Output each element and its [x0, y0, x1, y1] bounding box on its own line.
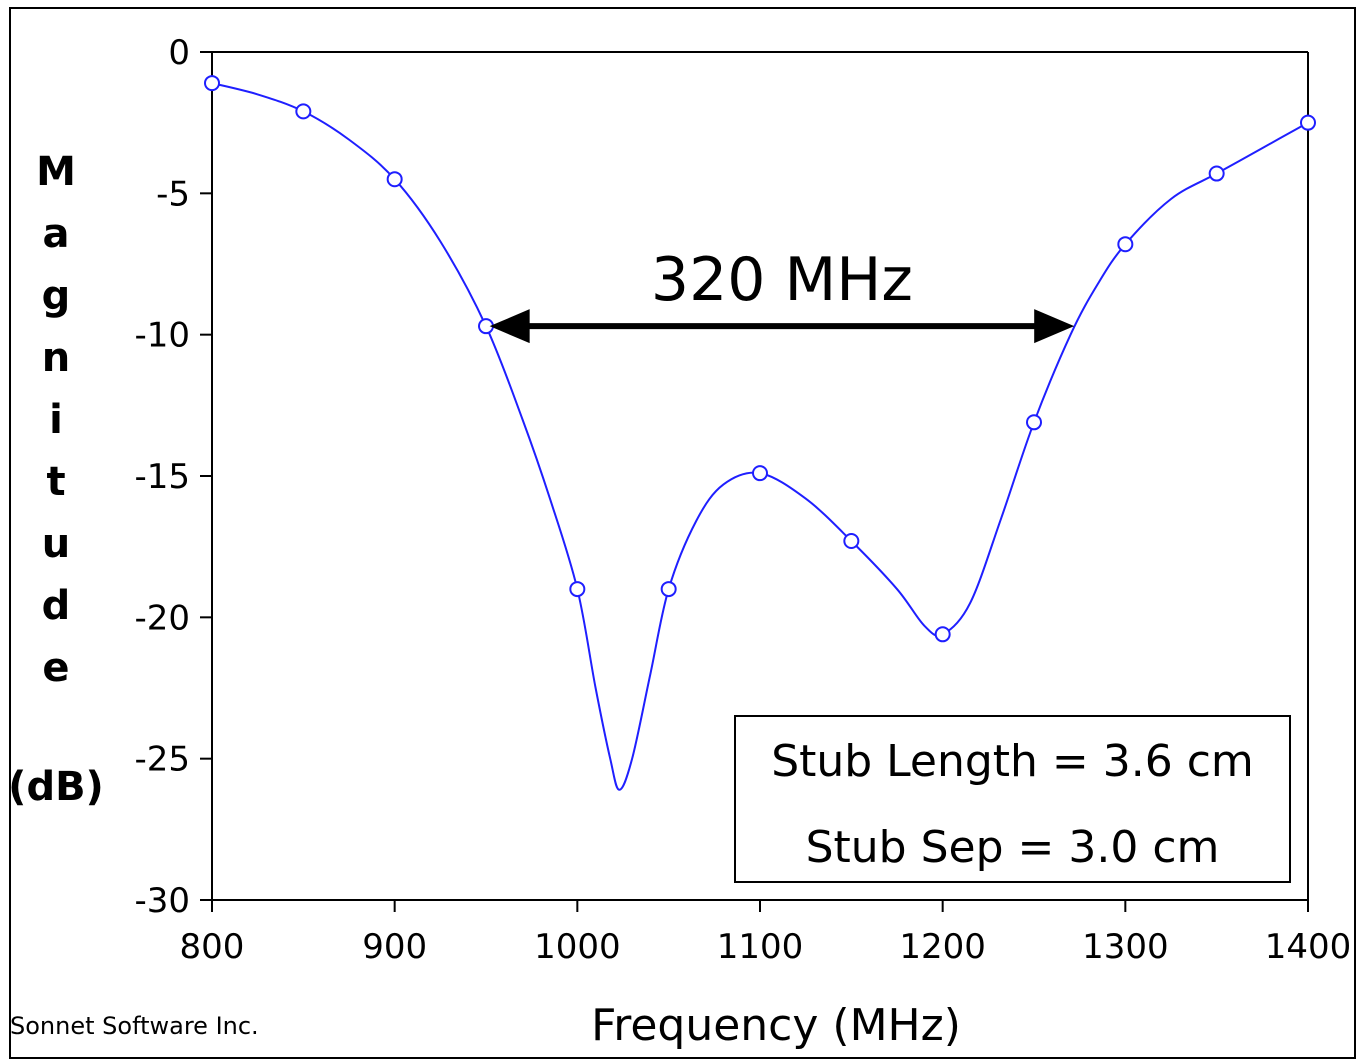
arrow-head-right: [1034, 309, 1075, 344]
y-label-letter: M: [36, 149, 76, 195]
data-point-marker: [1117, 236, 1134, 253]
data-point-marker: [752, 465, 768, 482]
bandwidth-label: 320 MHz: [651, 245, 913, 315]
legend-line-stub-sep: Stub Sep = 3.0 cm: [806, 822, 1220, 873]
legend-box: Stub Length = 3.6 cm Stub Sep = 3.0 cm: [734, 715, 1291, 883]
x-tick-label: 1100: [717, 927, 804, 967]
x-tick-label: 900: [362, 927, 427, 967]
x-ticks: 800 900 1000 1100 1200 1300 1400: [180, 900, 1352, 967]
data-point-marker: [386, 171, 403, 188]
y-label-letter: n: [42, 335, 70, 381]
data-point-marker: [569, 581, 586, 598]
figure-frame: [9, 7, 1356, 1059]
series-line: [211, 82, 1309, 791]
arrow-head-left: [489, 309, 530, 344]
x-tick-label: 1300: [1082, 927, 1169, 967]
y-tick-label: -10: [134, 316, 190, 356]
x-tick-label: 800: [180, 927, 245, 967]
y-label-letter: t: [46, 459, 65, 505]
y-label-letter: d: [42, 583, 71, 629]
x-tick-label: 1400: [1265, 927, 1352, 967]
data-point-marker: [934, 626, 951, 643]
y-label-letter: e: [42, 645, 69, 691]
annotation: 320 MHz: [489, 245, 1075, 344]
y-ticks: 0 -5 -10 -15 -20 -25 -30: [134, 33, 212, 921]
y-tick-label: -5: [156, 174, 190, 214]
series: [204, 75, 1316, 791]
legend-line-stub-length: Stub Length = 3.6 cm: [771, 736, 1254, 787]
y-tick-label: -20: [134, 598, 190, 638]
data-point-marker: [660, 581, 677, 598]
credit-text: Sonnet Software Inc.: [10, 1012, 259, 1040]
data-point-marker: [843, 533, 860, 550]
x-tick-label: 1200: [899, 927, 986, 967]
legend-box-frame: [734, 715, 1291, 883]
x-tick-label: 1000: [534, 927, 621, 967]
y-label-unit: (dB): [8, 764, 104, 810]
y-tick-label: -15: [134, 457, 190, 497]
data-point-marker: [1026, 414, 1042, 431]
y-label-letter: i: [49, 397, 63, 443]
y-tick-label: 0: [168, 33, 190, 73]
data-point-marker: [1300, 114, 1316, 131]
y-label-letter: a: [43, 211, 70, 257]
y-label-letter: u: [42, 521, 70, 567]
data-point-marker: [295, 103, 312, 120]
y-tick-label: -30: [134, 881, 190, 921]
x-axis-label: Frequency (MHz): [591, 1000, 961, 1051]
data-point-marker: [204, 75, 220, 92]
data-point-marker: [1208, 165, 1225, 182]
y-tick-label: -25: [134, 740, 190, 780]
y-label-letter: g: [42, 273, 71, 319]
